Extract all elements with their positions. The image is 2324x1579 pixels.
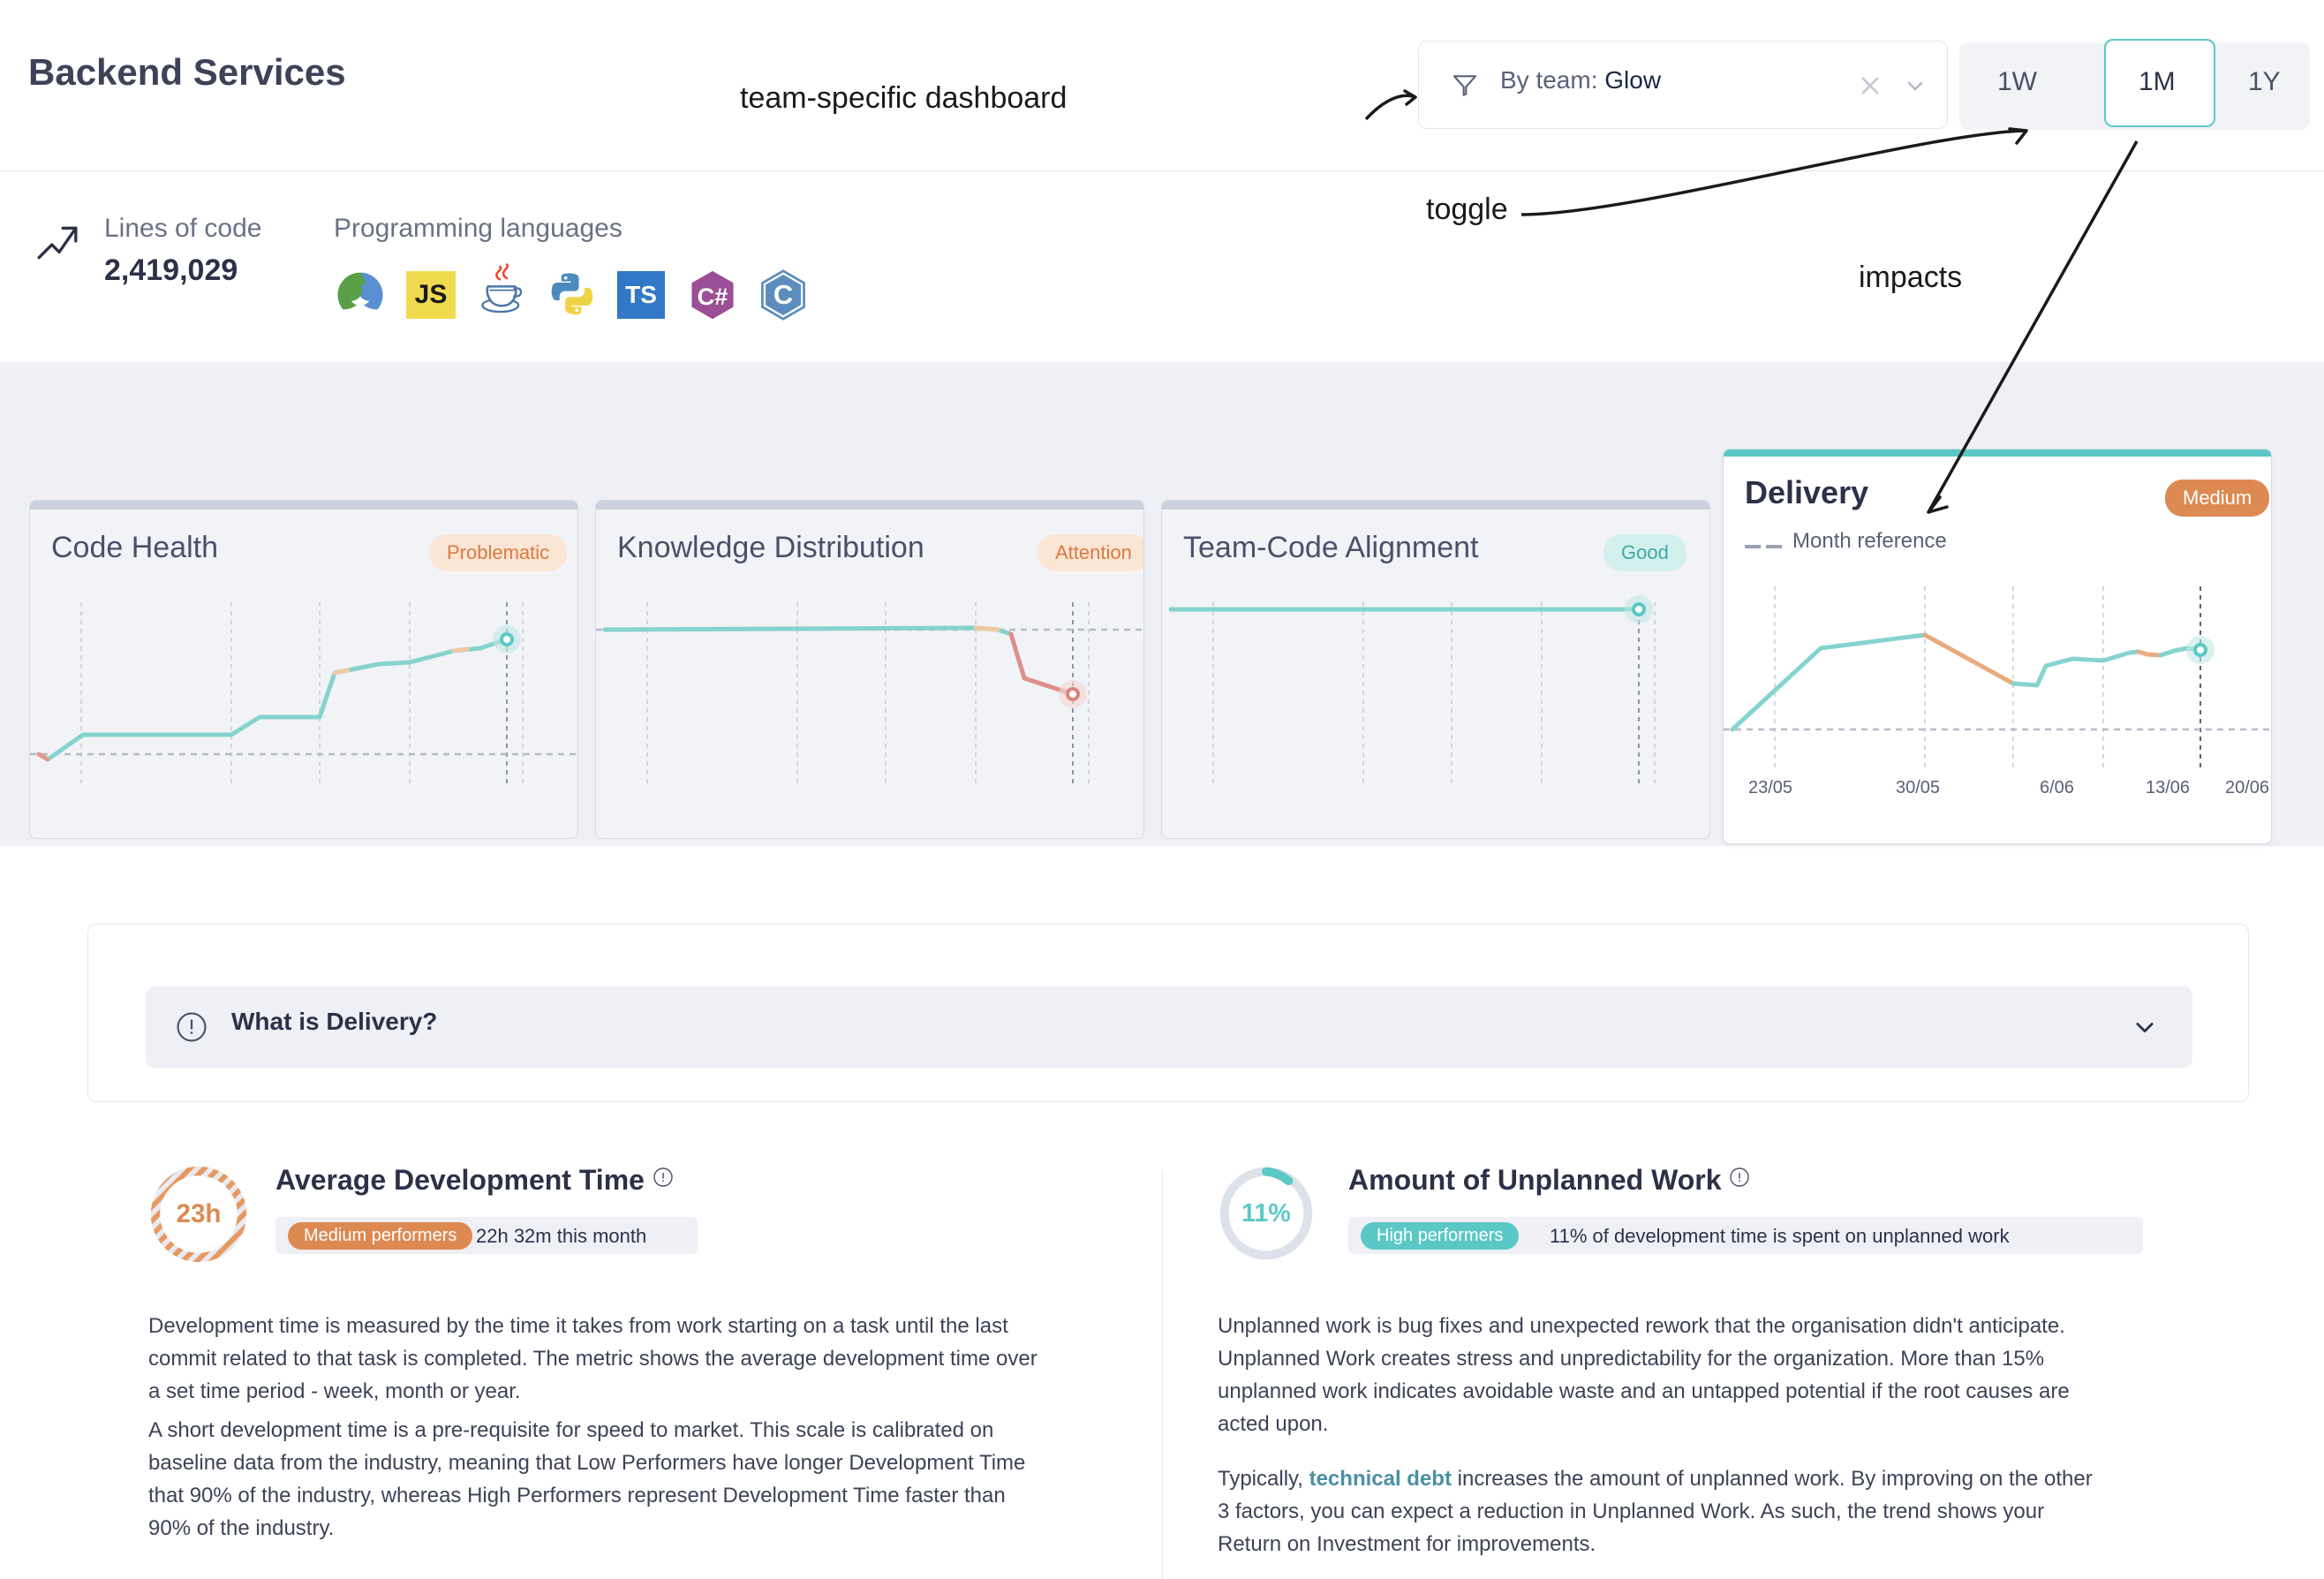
svg-text:C#: C# (698, 283, 728, 310)
svg-text:23h: 23h (176, 1199, 221, 1228)
svg-text:C: C (773, 279, 793, 310)
svg-text:11%: 11% (1241, 1199, 1291, 1228)
